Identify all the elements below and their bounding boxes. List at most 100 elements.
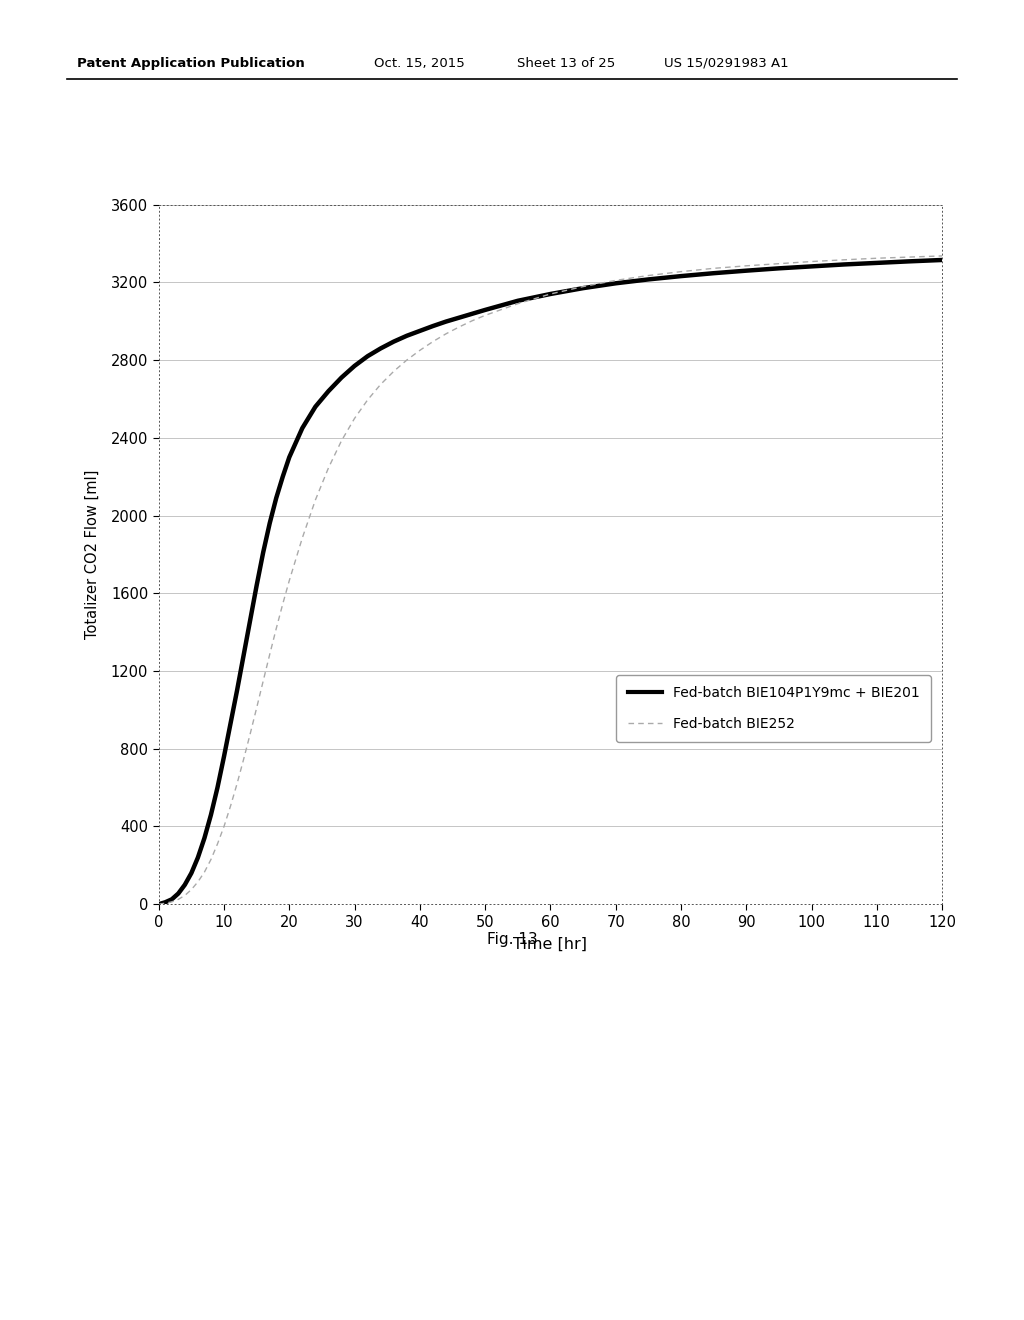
Fed-batch BIE104P1Y9mc + BIE201 (309, 399, 322, 414)
Fed-batch BIE252 (427, 334, 439, 350)
Fed-batch BIE252 (903, 249, 915, 265)
Fed-batch BIE252 (309, 492, 322, 508)
Fed-batch BIE104P1Y9mc + BIE201 (199, 830, 211, 846)
X-axis label: Time [hr]: Time [hr] (513, 937, 588, 952)
Fed-batch BIE104P1Y9mc + BIE201 (870, 255, 883, 271)
Fed-batch BIE252 (224, 799, 237, 814)
Fed-batch BIE104P1Y9mc + BIE201 (257, 545, 269, 561)
Fed-batch BIE252 (387, 363, 399, 379)
Line: Fed-batch BIE252: Fed-batch BIE252 (159, 256, 942, 904)
Fed-batch BIE252 (440, 326, 453, 342)
Fed-batch BIE104P1Y9mc + BIE201 (375, 341, 387, 356)
Fed-batch BIE104P1Y9mc + BIE201 (609, 276, 622, 292)
Fed-batch BIE104P1Y9mc + BIE201 (361, 348, 374, 364)
Y-axis label: Totalizer CO2 Flow [ml]: Totalizer CO2 Flow [ml] (85, 470, 99, 639)
Fed-batch BIE104P1Y9mc + BIE201 (642, 272, 654, 288)
Fed-batch BIE104P1Y9mc + BIE201 (218, 748, 230, 764)
Fed-batch BIE104P1Y9mc + BIE201 (387, 334, 399, 350)
Fed-batch BIE252 (936, 248, 948, 264)
Fed-batch BIE104P1Y9mc + BIE201 (805, 259, 817, 275)
Fed-batch BIE252 (577, 279, 589, 294)
Fed-batch BIE104P1Y9mc + BIE201 (838, 256, 850, 272)
Fed-batch BIE252 (199, 865, 211, 880)
Fed-batch BIE252 (218, 818, 230, 834)
Text: US 15/0291983 A1: US 15/0291983 A1 (664, 57, 788, 70)
Fed-batch BIE252 (211, 836, 223, 851)
Fed-batch BIE252 (838, 252, 850, 268)
Fed-batch BIE252 (708, 260, 720, 276)
Fed-batch BIE252 (276, 597, 289, 612)
Fed-batch BIE104P1Y9mc + BIE201 (283, 449, 295, 465)
Text: Oct. 15, 2015: Oct. 15, 2015 (374, 57, 465, 70)
Fed-batch BIE252 (191, 874, 204, 890)
Fed-batch BIE252 (205, 851, 217, 867)
Fed-batch BIE104P1Y9mc + BIE201 (244, 612, 256, 628)
Text: Patent Application Publication: Patent Application Publication (77, 57, 304, 70)
Fed-batch BIE104P1Y9mc + BIE201 (740, 263, 753, 279)
Fed-batch BIE104P1Y9mc + BIE201 (205, 807, 217, 822)
Text: Fig. 13: Fig. 13 (486, 932, 538, 946)
Fed-batch BIE252 (296, 529, 308, 545)
Fed-batch BIE252 (230, 776, 244, 792)
Fed-batch BIE104P1Y9mc + BIE201 (276, 469, 289, 484)
Fed-batch BIE104P1Y9mc + BIE201 (577, 280, 589, 296)
Fed-batch BIE104P1Y9mc + BIE201 (936, 252, 948, 268)
Fed-batch BIE252 (512, 296, 524, 312)
Fed-batch BIE104P1Y9mc + BIE201 (153, 896, 165, 912)
Fed-batch BIE252 (466, 313, 478, 329)
Fed-batch BIE104P1Y9mc + BIE201 (178, 876, 190, 892)
Fed-batch BIE252 (740, 257, 753, 273)
Fed-batch BIE252 (348, 411, 360, 426)
Fed-batch BIE252 (283, 573, 295, 589)
Fed-batch BIE252 (238, 751, 250, 767)
Fed-batch BIE104P1Y9mc + BIE201 (211, 780, 223, 796)
Fed-batch BIE104P1Y9mc + BIE201 (270, 490, 283, 506)
Fed-batch BIE252 (178, 887, 190, 903)
Fed-batch BIE104P1Y9mc + BIE201 (440, 314, 453, 330)
Fed-batch BIE252 (153, 896, 165, 912)
Fed-batch BIE252 (609, 272, 622, 288)
Fed-batch BIE252 (642, 268, 654, 284)
Fed-batch BIE104P1Y9mc + BIE201 (336, 370, 348, 385)
Fed-batch BIE104P1Y9mc + BIE201 (224, 715, 237, 731)
Fed-batch BIE252 (251, 700, 263, 715)
Fed-batch BIE252 (336, 433, 348, 449)
Fed-batch BIE252 (400, 352, 413, 368)
Fed-batch BIE252 (323, 459, 335, 475)
Fed-batch BIE104P1Y9mc + BIE201 (230, 682, 244, 698)
Fed-batch BIE104P1Y9mc + BIE201 (172, 886, 184, 902)
Fed-batch BIE104P1Y9mc + BIE201 (773, 260, 785, 276)
Fed-batch BIE252 (166, 894, 178, 909)
Fed-batch BIE252 (244, 726, 256, 742)
Fed-batch BIE252 (773, 256, 785, 272)
Fed-batch BIE252 (375, 376, 387, 392)
Fed-batch BIE104P1Y9mc + BIE201 (323, 383, 335, 399)
Fed-batch BIE104P1Y9mc + BIE201 (708, 265, 720, 281)
Fed-batch BIE252 (257, 673, 269, 689)
Fed-batch BIE104P1Y9mc + BIE201 (238, 648, 250, 664)
Text: Sheet 13 of 25: Sheet 13 of 25 (517, 57, 615, 70)
Fed-batch BIE104P1Y9mc + BIE201 (479, 302, 492, 318)
Fed-batch BIE104P1Y9mc + BIE201 (251, 578, 263, 594)
Fed-batch BIE252 (159, 895, 171, 911)
Fed-batch BIE252 (263, 647, 275, 663)
Fed-batch BIE252 (185, 882, 198, 898)
Fed-batch BIE252 (479, 308, 492, 323)
Fed-batch BIE252 (270, 620, 283, 636)
Fed-batch BIE104P1Y9mc + BIE201 (675, 268, 687, 284)
Fed-batch BIE104P1Y9mc + BIE201 (263, 515, 275, 531)
Fed-batch BIE104P1Y9mc + BIE201 (903, 253, 915, 269)
Fed-batch BIE252 (675, 264, 687, 280)
Fed-batch BIE104P1Y9mc + BIE201 (166, 891, 178, 907)
Fed-batch BIE104P1Y9mc + BIE201 (414, 323, 426, 339)
Fed-batch BIE104P1Y9mc + BIE201 (453, 310, 465, 326)
Fed-batch BIE252 (361, 392, 374, 408)
Fed-batch BIE252 (805, 253, 817, 269)
Fed-batch BIE104P1Y9mc + BIE201 (466, 306, 478, 322)
Legend: Fed-batch BIE104P1Y9mc + BIE201, Fed-batch BIE252: Fed-batch BIE104P1Y9mc + BIE201, Fed-bat… (616, 675, 931, 742)
Fed-batch BIE104P1Y9mc + BIE201 (191, 850, 204, 866)
Fed-batch BIE104P1Y9mc + BIE201 (185, 865, 198, 880)
Fed-batch BIE104P1Y9mc + BIE201 (348, 358, 360, 374)
Line: Fed-batch BIE104P1Y9mc + BIE201: Fed-batch BIE104P1Y9mc + BIE201 (159, 260, 942, 904)
Fed-batch BIE104P1Y9mc + BIE201 (427, 318, 439, 334)
